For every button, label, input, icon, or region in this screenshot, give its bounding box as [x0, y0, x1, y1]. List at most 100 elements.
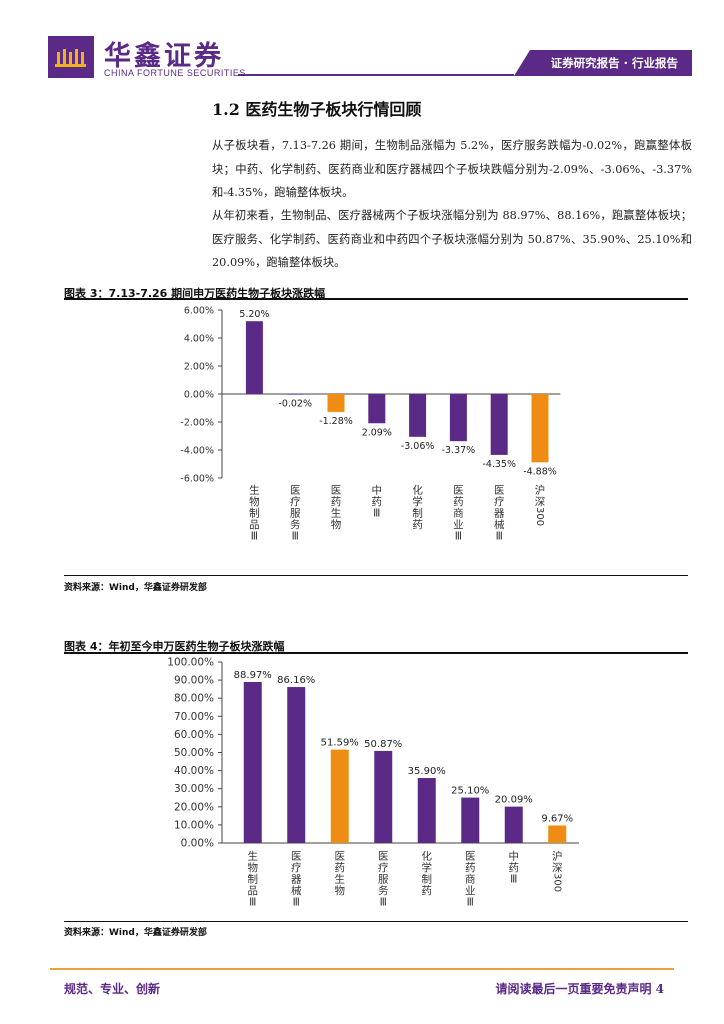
data-label: 51.59%	[321, 738, 359, 749]
y-tick-label: 0.00%	[184, 390, 214, 401]
data-label: 86.16%	[277, 675, 315, 686]
y-tick-label: 2.00%	[184, 362, 214, 373]
category-label-char: 器	[291, 874, 302, 886]
data-label: -4.35%	[482, 459, 516, 470]
y-tick-label: 0.00%	[181, 838, 214, 850]
category-label-char: 品	[249, 519, 260, 531]
category-label-char: 务	[378, 884, 389, 897]
y-tick-label: 90.00%	[174, 675, 214, 687]
figure4-bottom-rule	[64, 921, 688, 922]
figure4-source: 资料来源：Wind，华鑫证券研发部	[64, 928, 207, 938]
category-label-char: 物	[248, 861, 259, 874]
category-label-char: 医	[290, 485, 301, 497]
category-label-char: 医	[335, 851, 346, 863]
data-label: -0.02%	[278, 398, 312, 409]
category-label-digits: 300	[534, 507, 545, 526]
category-label-char: 中	[372, 484, 383, 497]
category-label-char: 药	[331, 496, 342, 508]
bar	[504, 806, 523, 843]
y-tick-label: 6.00%	[184, 306, 214, 317]
figure3-top-rule	[64, 298, 688, 300]
bar	[417, 778, 436, 843]
category-label-char: 械	[494, 518, 505, 531]
category-label-char: 药	[422, 885, 433, 897]
category-label-char: 器	[494, 508, 505, 520]
y-tick-label: 50.00%	[174, 747, 214, 759]
y-tick-label: 70.00%	[174, 711, 214, 723]
category-label-char: 生	[331, 507, 342, 520]
category-label-char: 沪	[535, 484, 546, 497]
category-label-char: 医	[465, 851, 476, 863]
category-label-char: Ⅲ	[293, 897, 300, 909]
figure4-top-rule	[64, 652, 688, 654]
y-tick-label: -6.00%	[180, 474, 214, 485]
data-label: 9.67%	[541, 813, 573, 824]
bar	[374, 750, 393, 843]
bar	[243, 681, 262, 843]
paragraph-subsector-period: 从子板块看，7.13-7.26 期间，生物制品涨幅为 5.2%，医疗服务跌幅为-…	[212, 139, 692, 199]
figure3-chart: 6.00% 4.00% 2.00% 0.00% -2.00% -4.00% -6.00% 5.…	[0, 300, 724, 572]
category-label-char: 化	[422, 850, 433, 863]
category-label-char: Ⅲ	[249, 897, 256, 909]
category-label-char: 药	[335, 862, 346, 874]
category-label-char: 制	[248, 873, 259, 886]
category-label-char: 医	[453, 485, 464, 497]
category-label-char: 深	[535, 496, 546, 508]
category-label-char: 疗	[494, 495, 505, 508]
footer-slogan: 规范、专业、创新	[64, 982, 161, 996]
bar	[490, 394, 508, 455]
category-label-char: 药	[412, 519, 423, 531]
y-tick-label: 20.00%	[174, 801, 214, 813]
category-label-char: 医	[331, 485, 342, 497]
data-label: 88.97%	[234, 670, 272, 681]
category-label-char: 疗	[290, 495, 301, 508]
figure3-bottom-rule	[64, 575, 688, 576]
category-label-char: Ⅲ	[251, 531, 258, 543]
header-divider	[238, 74, 514, 76]
category-label-char: 务	[290, 518, 301, 531]
category-label-char: 物	[335, 884, 346, 897]
bar	[531, 394, 549, 463]
category-label-char: Ⅲ	[455, 531, 462, 543]
y-tick-label: 10.00%	[174, 819, 214, 831]
bar	[245, 321, 263, 394]
bar	[548, 825, 567, 843]
figure4-title: 图表 4：年初至今申万医药生物子板块涨跌幅	[64, 640, 285, 653]
category-label-char: 服	[290, 508, 301, 520]
category-label-char: 学	[412, 495, 423, 508]
bar	[449, 394, 467, 442]
y-tick-label: 100.00%	[167, 657, 214, 669]
category-label-char: 服	[378, 874, 389, 886]
bar	[287, 687, 306, 843]
data-label: -3.06%	[401, 441, 435, 452]
category-label-char: 制	[412, 507, 423, 520]
data-label: 20.09%	[495, 795, 533, 806]
figure3-title: 图表 3：7.13-7.26 期间申万医药生物子板块涨跌幅	[64, 287, 326, 300]
bar	[461, 797, 480, 843]
brand-name: 华鑫证券	[104, 41, 224, 72]
y-tick-label: 80.00%	[174, 693, 214, 705]
category-label-char: 物	[249, 495, 260, 508]
category-label-char: Ⅲ	[292, 531, 299, 543]
category-label-char: Ⅲ	[496, 531, 503, 543]
category-label-char: 化	[412, 484, 423, 497]
category-label-char: 商	[465, 873, 476, 886]
figure3-chart-svg: 6.00% 4.00% 2.00% 0.00% -2.00% -4.00% -6.00% 5.…	[180, 306, 561, 543]
category-label-digits: 300	[551, 873, 562, 892]
paragraph-year-to-date: 从年初来看，生物制品、医疗器械两个子板块涨幅分别为 88.97%、88.16%，…	[212, 209, 692, 269]
y-tick-label: 40.00%	[174, 765, 214, 777]
category-label-char: 生	[248, 850, 259, 863]
category-label-char: 疗	[291, 861, 302, 874]
category-label-char: 沪	[552, 850, 563, 863]
category-label-char: 业	[453, 519, 464, 531]
bar	[368, 394, 386, 424]
category-label-char: 生	[335, 873, 346, 886]
category-label-char: Ⅲ	[380, 897, 387, 909]
bar	[327, 394, 345, 412]
y-tick-label: 4.00%	[184, 334, 214, 345]
category-label-char: 制	[249, 507, 260, 520]
figure4-chart-svg: 100.00% 90.00% 80.00% 70.00% 60.00% 50.00% 40.…	[167, 657, 579, 909]
category-label-char: Ⅲ	[510, 874, 517, 886]
figure4-chart: 100.00% 90.00% 80.00% 70.00% 60.00% 50.00% 40.…	[0, 654, 724, 920]
y-tick-label: 30.00%	[174, 783, 214, 795]
